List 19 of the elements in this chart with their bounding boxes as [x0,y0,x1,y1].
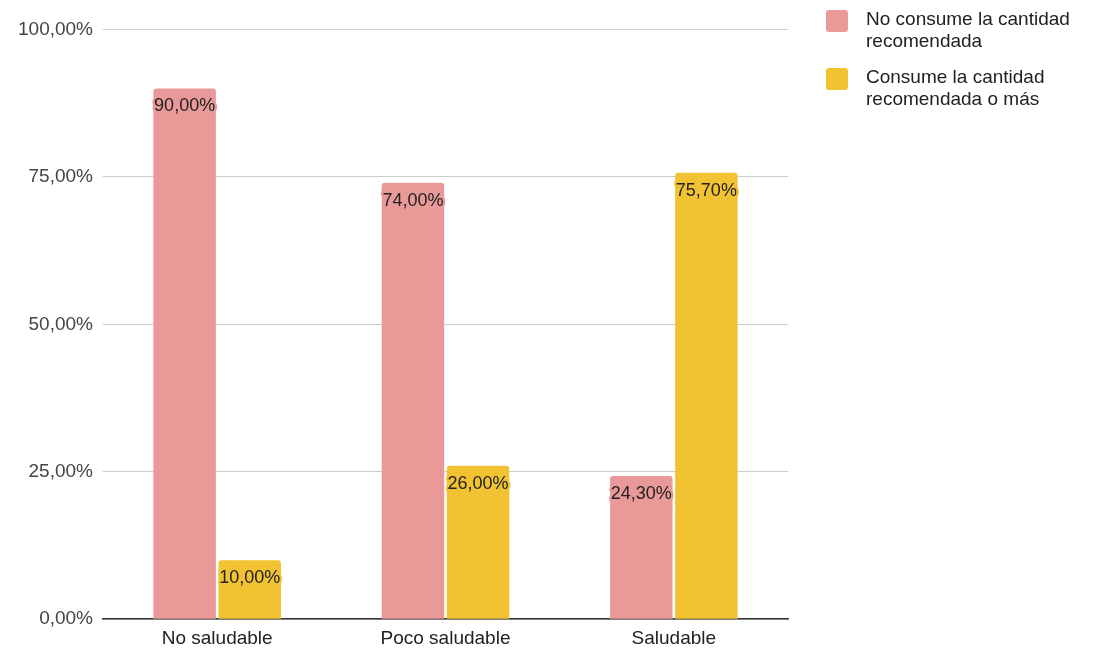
legend-label: No consume la cantidad recomendada [866,8,1071,52]
y-tick-label: 50,00% [28,312,94,334]
data-label: 10,00% [219,567,281,588]
y-tick-label: 25,00% [28,459,94,481]
data-label: 90,00% [154,95,216,116]
bar [675,172,738,619]
y-tick-label: 75,00% [28,165,94,187]
x-tick-label: Poco saludable [380,626,511,648]
x-tick-label: No saludable [161,626,273,648]
data-label: 74,00% [382,189,444,210]
y-tick-label: 100,00% [17,17,94,39]
legend-label: Consume la cantidad recomendada o más [866,66,1046,110]
bar [153,88,216,619]
y-tick-label: 0,00% [39,607,94,629]
data-label: 75,70% [675,179,737,200]
data-label: 24,30% [610,482,672,503]
x-tick-label: Saludable [631,626,717,648]
bar [381,182,445,619]
data-label: 26,00% [447,472,509,493]
